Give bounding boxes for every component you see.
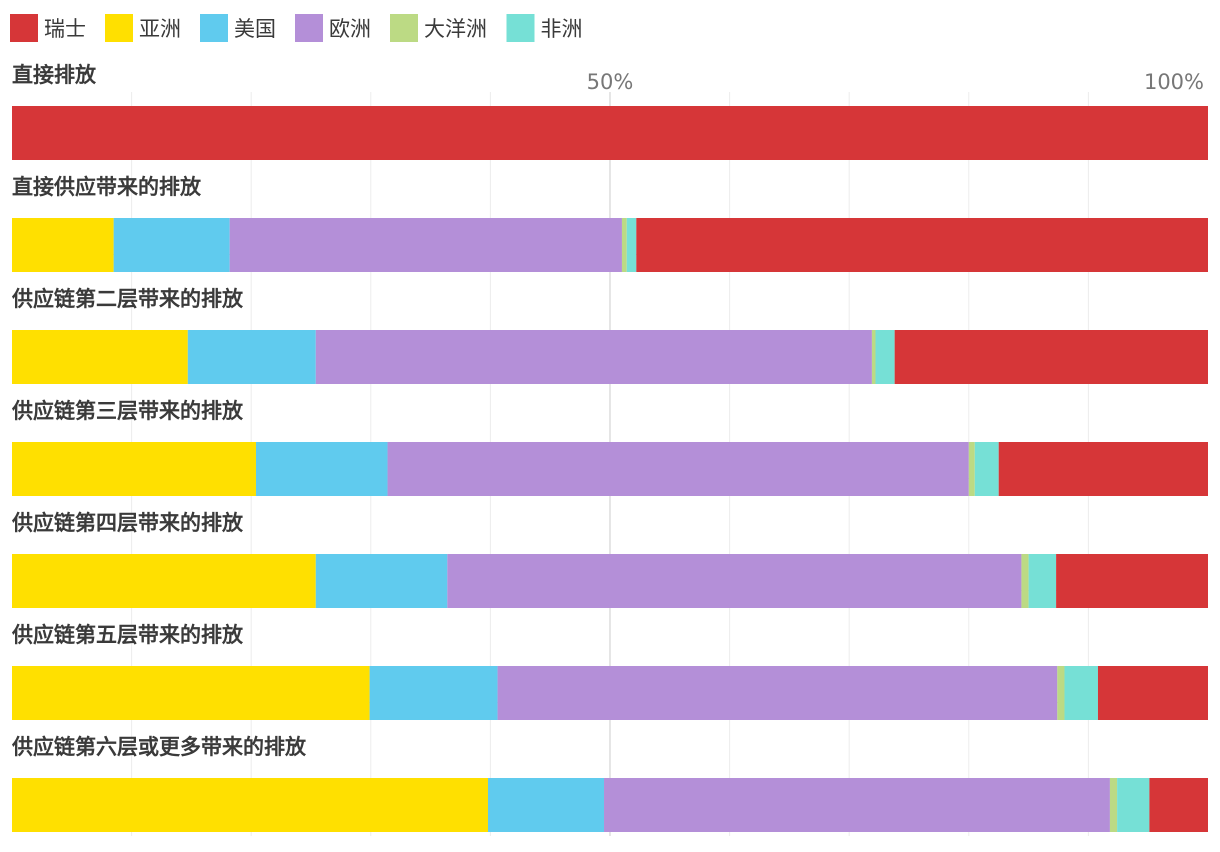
- bar-segment: [1057, 666, 1065, 720]
- legend-swatch: [295, 14, 323, 42]
- bar-segment: [1149, 778, 1208, 832]
- bar-segment: [12, 554, 316, 608]
- bar-segment: [875, 330, 895, 384]
- bar-segment: [1028, 554, 1057, 608]
- bar-segment: [488, 778, 605, 832]
- x-tick-label: 100%: [1144, 70, 1204, 94]
- legend-swatch: [390, 14, 418, 42]
- bar-segment: [187, 330, 316, 384]
- bar-segment: [12, 106, 1208, 160]
- bar-segment: [1056, 554, 1208, 608]
- bar-segment: [871, 330, 876, 384]
- bar-segment: [626, 218, 637, 272]
- bar-segment: [447, 554, 1022, 608]
- bar-segment: [1109, 778, 1118, 832]
- category-label: 供应链第四层带来的排放: [11, 511, 244, 535]
- labels-layer: 50% 100% 直接排放直接供应带来的排放供应链第二层带来的排放供应链第三层带来的…: [11, 63, 1204, 759]
- bar-segment: [387, 442, 969, 496]
- bar-segment: [12, 218, 114, 272]
- bar-segment: [369, 666, 498, 720]
- category-label: 直接排放: [12, 63, 97, 87]
- category-label: 直接供应带来的排放: [12, 175, 202, 199]
- bar-segment: [1097, 666, 1208, 720]
- bar-segment: [12, 778, 489, 832]
- bar-segment: [12, 330, 188, 384]
- legend-swatch: [506, 14, 535, 42]
- bar-segment: [604, 778, 1110, 832]
- category-label: 供应链第六层或更多带来的排放: [11, 735, 307, 759]
- bar-segment: [497, 666, 1058, 720]
- legend-label: 欧洲: [329, 17, 371, 41]
- category-label: 供应链第二层带来的排放: [11, 287, 244, 311]
- legend-swatch: [105, 14, 133, 42]
- bar-segment: [998, 442, 1208, 496]
- bar-segment: [113, 218, 230, 272]
- legend: 瑞士 亚洲 美国 欧洲 大洋洲 非洲: [10, 14, 583, 42]
- bar-segment: [315, 330, 872, 384]
- bars-layer: [12, 106, 1208, 832]
- legend-swatch: [200, 14, 228, 42]
- x-tick-label: 50%: [587, 70, 634, 94]
- bar-segment: [968, 442, 975, 496]
- bar-segment: [1021, 554, 1029, 608]
- category-label: 供应链第五层带来的排放: [11, 623, 244, 647]
- bar-segment: [894, 330, 1208, 384]
- legend-label: 非洲: [541, 17, 583, 41]
- bar-segment: [12, 442, 256, 496]
- bar-segment: [636, 218, 1208, 272]
- category-label: 供应链第三层带来的排放: [11, 399, 244, 423]
- bar-segment: [12, 666, 370, 720]
- bar-segment: [255, 442, 388, 496]
- legend-label: 亚洲: [139, 17, 181, 41]
- legend-label: 瑞士: [44, 17, 86, 41]
- bar-segment: [229, 218, 622, 272]
- legend-swatch: [10, 14, 38, 42]
- legend-label: 大洋洲: [424, 17, 487, 41]
- bar-segment: [1117, 778, 1150, 832]
- bar-segment: [974, 442, 999, 496]
- legend-label: 美国: [234, 17, 276, 41]
- bar-segment: [621, 218, 627, 272]
- bar-segment: [315, 554, 448, 608]
- bar-segment: [1064, 666, 1098, 720]
